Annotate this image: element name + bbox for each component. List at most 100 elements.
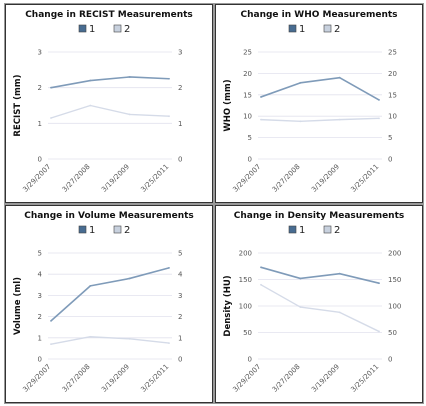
series-line-1 bbox=[260, 266, 380, 284]
data-point-series-2 bbox=[50, 343, 52, 346]
x-tick-label: 3/19/2009 bbox=[100, 163, 131, 194]
y-tick-label-left: 200 bbox=[239, 250, 252, 258]
data-point-series-2 bbox=[50, 117, 52, 119]
y-tick-label-right: 100 bbox=[388, 303, 401, 311]
data-point-series-2 bbox=[378, 117, 380, 120]
y-axis-label: Volume (ml) bbox=[13, 277, 23, 335]
data-point-series-2 bbox=[338, 311, 341, 314]
data-point-series-2 bbox=[299, 306, 302, 308]
chart-panel-who: Change in WHO Measurements 1 2 0 0 5 5 10 10 15 15… bbox=[215, 4, 423, 203]
y-tick-label-right: 5 bbox=[178, 250, 182, 258]
chart-title: Change in Density Measurements bbox=[234, 211, 405, 221]
y-tick-label-right: 2 bbox=[178, 313, 182, 321]
data-point-series-1 bbox=[128, 76, 131, 78]
data-point-series-1 bbox=[50, 86, 52, 89]
data-point-series-2 bbox=[299, 120, 302, 123]
legend-swatch-1 bbox=[288, 24, 297, 33]
chart-panel-density: Change in Density Measurements 1 2 0 0 50 50 10… bbox=[215, 205, 423, 403]
legend-swatch-1 bbox=[78, 24, 87, 33]
y-tick-label-left: 5 bbox=[38, 250, 42, 258]
y-tick-label-left: 50 bbox=[243, 329, 252, 337]
y-tick-label-right: 25 bbox=[388, 49, 397, 57]
x-tick-label: 3/25/2011 bbox=[139, 363, 170, 394]
y-axis-label: WHO (mm) bbox=[223, 79, 233, 131]
data-point-series-1 bbox=[378, 282, 380, 285]
chart-title: Change in RECIST Measurements bbox=[25, 10, 193, 20]
x-tick-label: 3/25/2011 bbox=[349, 163, 380, 194]
chart-panel-volume: Change in Volume Measurements 1 2 0 0 1 1 2 2 3 3 4… bbox=[5, 205, 213, 403]
y-tick-label-left: 5 bbox=[248, 134, 252, 142]
data-point-series-2 bbox=[378, 330, 380, 333]
data-point-series-2 bbox=[128, 113, 131, 116]
y-tick-label-left: 1 bbox=[38, 120, 42, 128]
chart-title: Change in Volume Measurements bbox=[24, 211, 194, 221]
data-point-series-1 bbox=[299, 81, 302, 84]
y-tick-label-left: 20 bbox=[243, 70, 252, 78]
y-tick-label-left: 3 bbox=[38, 49, 42, 57]
y-tick-label-right: 1 bbox=[178, 120, 182, 128]
x-tick-label: 3/19/2009 bbox=[310, 363, 341, 394]
x-tick-label: 3/29/2007 bbox=[21, 163, 52, 194]
legend-label-2: 2 bbox=[334, 225, 340, 236]
data-point-series-1 bbox=[338, 272, 341, 275]
y-tick-label-left: 1 bbox=[38, 334, 42, 342]
legend-label-2: 2 bbox=[334, 24, 340, 35]
data-point-series-1 bbox=[128, 277, 131, 280]
data-point-series-1 bbox=[50, 319, 52, 322]
y-tick-label-left: 10 bbox=[243, 113, 252, 121]
legend-swatch-1 bbox=[288, 225, 297, 234]
data-point-series-1 bbox=[89, 284, 92, 287]
series-line-2 bbox=[50, 104, 170, 119]
y-tick-label-right: 0 bbox=[388, 156, 392, 164]
data-point-series-1 bbox=[338, 76, 341, 79]
y-tick-label-right: 5 bbox=[388, 134, 392, 142]
y-tick-label-right: 200 bbox=[388, 250, 401, 258]
chart-grid: Change in RECIST Measurements 1 2 0 0 1 1 2 2 3 3 R… bbox=[4, 3, 424, 404]
x-tick-label: 3/29/2007 bbox=[231, 363, 262, 394]
data-point-series-2 bbox=[168, 115, 170, 118]
series-line-1 bbox=[50, 76, 170, 89]
legend-swatch-2 bbox=[113, 24, 122, 33]
series-line-2 bbox=[260, 284, 380, 333]
y-tick-label-right: 50 bbox=[388, 329, 397, 337]
data-point-series-1 bbox=[260, 266, 262, 269]
chart-title: Change in WHO Measurements bbox=[240, 10, 397, 20]
y-tick-label-right: 0 bbox=[178, 356, 182, 364]
series-line-2 bbox=[260, 117, 380, 123]
y-tick-label-right: 10 bbox=[388, 113, 397, 121]
x-tick-label: 3/27/2008 bbox=[61, 163, 92, 194]
data-point-series-1 bbox=[378, 99, 380, 101]
legend-swatch-2 bbox=[323, 225, 332, 234]
data-point-series-2 bbox=[260, 283, 262, 286]
data-point-series-2 bbox=[89, 335, 92, 338]
y-tick-label-left: 100 bbox=[239, 303, 252, 311]
y-tick-label-left: 0 bbox=[248, 156, 252, 164]
x-tick-label: 3/29/2007 bbox=[21, 363, 52, 394]
y-tick-label-right: 3 bbox=[178, 292, 182, 300]
legend-swatch-1 bbox=[78, 225, 87, 234]
y-axis-label: Density (HU) bbox=[223, 275, 233, 336]
data-point-series-1 bbox=[168, 266, 170, 269]
y-tick-label-left: 0 bbox=[38, 156, 42, 164]
x-tick-label: 3/19/2009 bbox=[100, 363, 131, 394]
data-point-series-1 bbox=[168, 77, 170, 80]
x-tick-label: 3/27/2008 bbox=[61, 363, 92, 394]
legend-label-1: 1 bbox=[299, 225, 305, 236]
series-line-2 bbox=[50, 336, 170, 345]
data-point-series-2 bbox=[89, 104, 92, 107]
x-tick-label: 3/29/2007 bbox=[231, 163, 262, 194]
x-tick-label: 3/19/2009 bbox=[310, 163, 341, 194]
series-line-1 bbox=[50, 267, 170, 322]
legend-label-1: 1 bbox=[89, 24, 95, 35]
y-tick-label-right: 2 bbox=[178, 84, 182, 92]
y-tick-label-left: 2 bbox=[38, 313, 42, 321]
y-tick-label-right: 20 bbox=[388, 70, 397, 78]
data-point-series-1 bbox=[89, 79, 92, 82]
y-tick-label-right: 4 bbox=[178, 271, 183, 279]
data-point-series-1 bbox=[299, 277, 302, 280]
